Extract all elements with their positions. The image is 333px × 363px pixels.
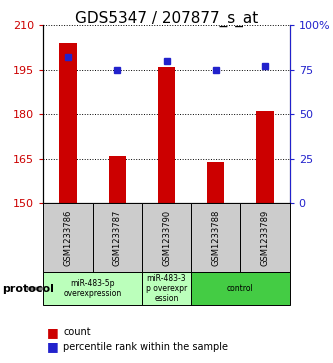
- Text: GSM1233788: GSM1233788: [211, 209, 220, 266]
- Text: protocol: protocol: [2, 284, 54, 294]
- Bar: [207, 162, 224, 203]
- Bar: [109, 156, 126, 203]
- Text: count: count: [63, 327, 91, 337]
- Text: GSM1233789: GSM1233789: [260, 210, 270, 266]
- Text: GSM1233790: GSM1233790: [162, 210, 171, 266]
- Bar: [191, 272, 290, 305]
- Bar: [256, 111, 274, 203]
- Text: miR-483-5p
overexpression: miR-483-5p overexpression: [64, 279, 122, 298]
- Bar: [158, 67, 175, 203]
- Text: control: control: [227, 284, 254, 293]
- Text: GDS5347 / 207877_s_at: GDS5347 / 207877_s_at: [75, 11, 258, 27]
- Bar: [142, 272, 191, 305]
- Text: GSM1233786: GSM1233786: [63, 209, 73, 266]
- Text: percentile rank within the sample: percentile rank within the sample: [63, 342, 228, 352]
- Bar: [59, 43, 77, 203]
- Text: GSM1233787: GSM1233787: [113, 209, 122, 266]
- Bar: [191, 203, 240, 272]
- Text: ■: ■: [47, 340, 58, 353]
- Bar: [240, 203, 290, 272]
- Bar: [142, 203, 191, 272]
- Bar: [43, 203, 93, 272]
- Text: ■: ■: [47, 326, 58, 339]
- Bar: [43, 272, 142, 305]
- Bar: [93, 203, 142, 272]
- Text: miR-483-3
p overexpr
ession: miR-483-3 p overexpr ession: [146, 274, 187, 303]
